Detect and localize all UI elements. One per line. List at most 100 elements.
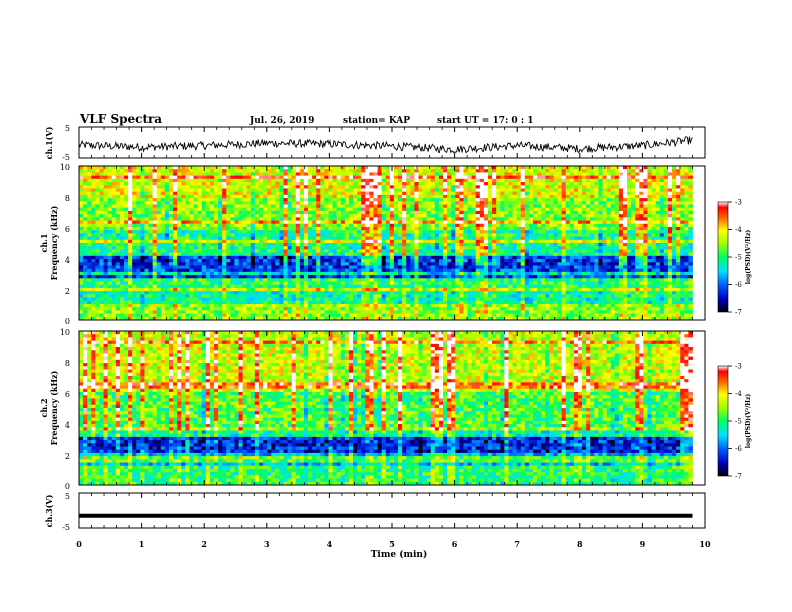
spectrogram-cell xyxy=(385,172,391,177)
spectrogram-cell xyxy=(340,188,346,193)
spectrogram-cell xyxy=(87,262,92,266)
spectrogram-cell xyxy=(545,188,550,193)
spectrogram-cell xyxy=(193,230,199,234)
spectrogram-cell xyxy=(181,204,186,209)
spectrogram-cell xyxy=(246,233,252,237)
spectrogram-cell xyxy=(353,217,358,221)
spectrogram-cell xyxy=(83,255,88,260)
spectrogram-cell xyxy=(573,220,579,225)
spectrogram-cell xyxy=(586,243,591,247)
spectrogram-cell xyxy=(610,201,616,205)
spectrogram-cell xyxy=(438,214,444,218)
spectrogram-cell xyxy=(132,178,137,183)
spectrogram-cell xyxy=(365,207,370,212)
spectrogram-cell xyxy=(332,239,338,244)
spectrogram-cell xyxy=(537,172,542,177)
spectrogram-cell xyxy=(263,255,268,260)
spectrogram-cell xyxy=(455,223,460,228)
spectrogram-cell xyxy=(348,210,354,215)
spectrogram-cell xyxy=(610,243,616,247)
spectrogram-cell xyxy=(598,243,603,247)
spectrogram-cell xyxy=(418,268,423,273)
spectrogram-cell xyxy=(667,185,673,189)
spectrogram-cell xyxy=(308,188,313,193)
spectrogram-cell xyxy=(181,198,186,202)
spectrogram-cell xyxy=(655,178,661,183)
spectrogram-cell xyxy=(590,172,595,177)
spectrogram-cell xyxy=(132,243,137,247)
spectrogram-cell xyxy=(123,169,129,173)
spectrogram-cell xyxy=(209,233,215,237)
spectrogram-cell xyxy=(541,210,546,215)
spectrogram-cell xyxy=(254,226,260,231)
spectrogram-cell xyxy=(618,191,624,196)
spectrogram-cell xyxy=(132,233,137,237)
spectrogram-cell xyxy=(197,259,203,263)
spectrogram-cell xyxy=(663,178,669,183)
spectrogram-cell xyxy=(181,182,186,186)
spectrogram-cell xyxy=(95,214,100,218)
spectrogram-cell xyxy=(222,220,227,225)
spectrogram-cell xyxy=(577,252,583,257)
spectrogram-cell xyxy=(303,255,309,260)
spectrogram-cell xyxy=(483,226,489,231)
spectrogram-cell xyxy=(582,268,587,273)
spectrogram-cell xyxy=(549,182,554,186)
spectrogram-cell xyxy=(258,175,264,180)
spectrogram-cell xyxy=(402,194,407,199)
spectrogram-cell xyxy=(614,239,620,244)
spectrogram-cell xyxy=(414,182,419,186)
spectrogram-cell xyxy=(569,249,575,254)
spectrogram-cell xyxy=(320,265,325,270)
spectrogram-cell xyxy=(107,268,113,273)
spectrogram-cell xyxy=(438,191,444,196)
spectrogram-cell xyxy=(283,259,288,263)
spectrogram-cell xyxy=(295,191,301,196)
spectrogram-cell xyxy=(467,204,473,209)
spectrogram-cell xyxy=(353,262,358,266)
spectrogram-cell xyxy=(410,262,415,266)
spectrogram-cell xyxy=(230,246,235,250)
spectrogram-cell xyxy=(164,217,170,221)
spectrogram-cell xyxy=(447,252,452,257)
spectrogram-cell xyxy=(177,246,182,250)
spectrogram-cell xyxy=(238,220,243,225)
spectrogram-cell xyxy=(344,239,350,244)
spectrogram-cell xyxy=(430,249,436,254)
spectrogram-cell xyxy=(336,172,342,177)
spectrogram-cell xyxy=(87,255,92,260)
spectrogram-cell xyxy=(586,259,591,263)
spectrogram-cell xyxy=(516,204,522,209)
spectrogram-cell xyxy=(160,233,166,237)
spectrogram-cell xyxy=(663,262,669,266)
spectrogram-cell xyxy=(340,246,346,250)
spectrogram-cell xyxy=(487,265,493,270)
spectrogram-cell xyxy=(545,220,550,225)
spectrogram-cell xyxy=(234,223,239,228)
spectrogram-cell xyxy=(520,249,526,254)
spectrogram-cell xyxy=(205,223,211,228)
spectrogram-cell xyxy=(271,185,276,189)
spectrogram-cell xyxy=(263,194,268,199)
spectrogram-cell xyxy=(132,172,137,177)
spectrogram-cell xyxy=(152,252,158,257)
spectrogram-cell xyxy=(320,188,325,193)
spectrogram-cell xyxy=(684,233,689,237)
spectrogram-cell xyxy=(573,262,579,266)
spectrogram-cell xyxy=(201,233,207,237)
spectrogram-cell xyxy=(357,169,362,173)
spectrogram-cell xyxy=(582,226,587,231)
spectrogram-cell xyxy=(128,175,133,180)
spectrogram-cell xyxy=(79,271,84,276)
spectrogram-cell xyxy=(357,236,362,241)
spectrogram-cell xyxy=(258,217,264,221)
spectrogram-cell xyxy=(83,185,88,189)
spectrogram-cell xyxy=(479,185,485,189)
spectrogram-cell xyxy=(271,255,276,260)
spectrogram-cell xyxy=(373,166,378,170)
spectrogram-cell xyxy=(471,175,477,180)
spectrogram-cell xyxy=(377,262,383,266)
spectrogram-cell xyxy=(614,210,620,215)
spectrogram-cell xyxy=(156,169,162,173)
